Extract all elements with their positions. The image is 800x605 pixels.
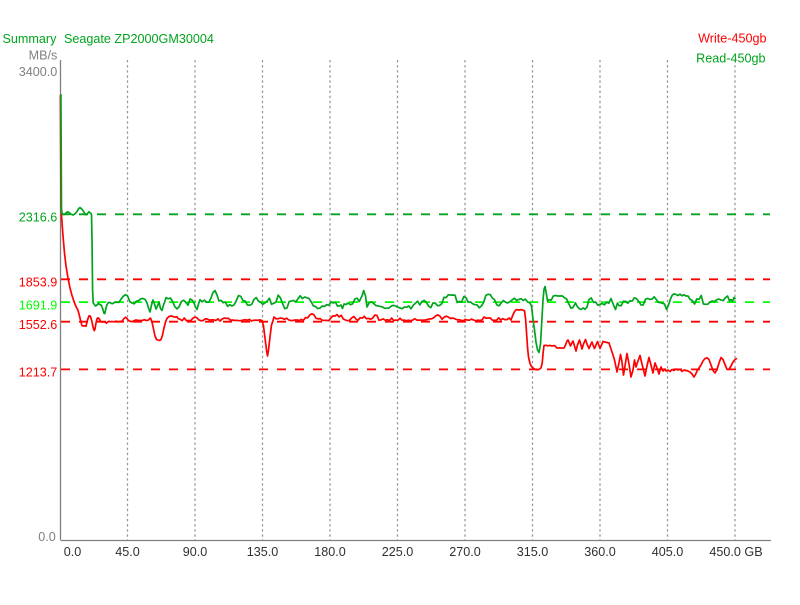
svg-text:1552.6: 1552.6 [19, 318, 58, 332]
svg-text:270.0: 270.0 [449, 545, 481, 559]
svg-text:1691.9: 1691.9 [19, 298, 58, 312]
svg-text:MB/s: MB/s [29, 48, 58, 62]
svg-text:450.0 GB: 450.0 GB [709, 545, 762, 559]
svg-text:405.0: 405.0 [652, 545, 684, 559]
svg-text:225.0: 225.0 [382, 545, 414, 559]
svg-text:1853.9: 1853.9 [19, 276, 58, 290]
svg-text:Seagate ZP2000GM30004: Seagate ZP2000GM30004 [64, 32, 214, 46]
svg-text:135.0: 135.0 [247, 545, 279, 559]
svg-text:45.0: 45.0 [115, 545, 140, 559]
svg-text:Summary: Summary [3, 32, 58, 46]
svg-text:Read-450gb: Read-450gb [696, 52, 765, 66]
svg-text:0.0: 0.0 [38, 530, 56, 544]
svg-text:315.0: 315.0 [517, 545, 549, 559]
svg-text:1213.7: 1213.7 [19, 366, 58, 380]
svg-text:90.0: 90.0 [183, 545, 208, 559]
svg-text:2316.6: 2316.6 [19, 211, 58, 225]
svg-text:3400.0: 3400.0 [19, 65, 58, 79]
svg-text:Write-450gb: Write-450gb [698, 32, 766, 46]
svg-text:180.0: 180.0 [314, 545, 346, 559]
svg-text:0.0: 0.0 [64, 545, 82, 559]
svg-text:360.0: 360.0 [584, 545, 616, 559]
